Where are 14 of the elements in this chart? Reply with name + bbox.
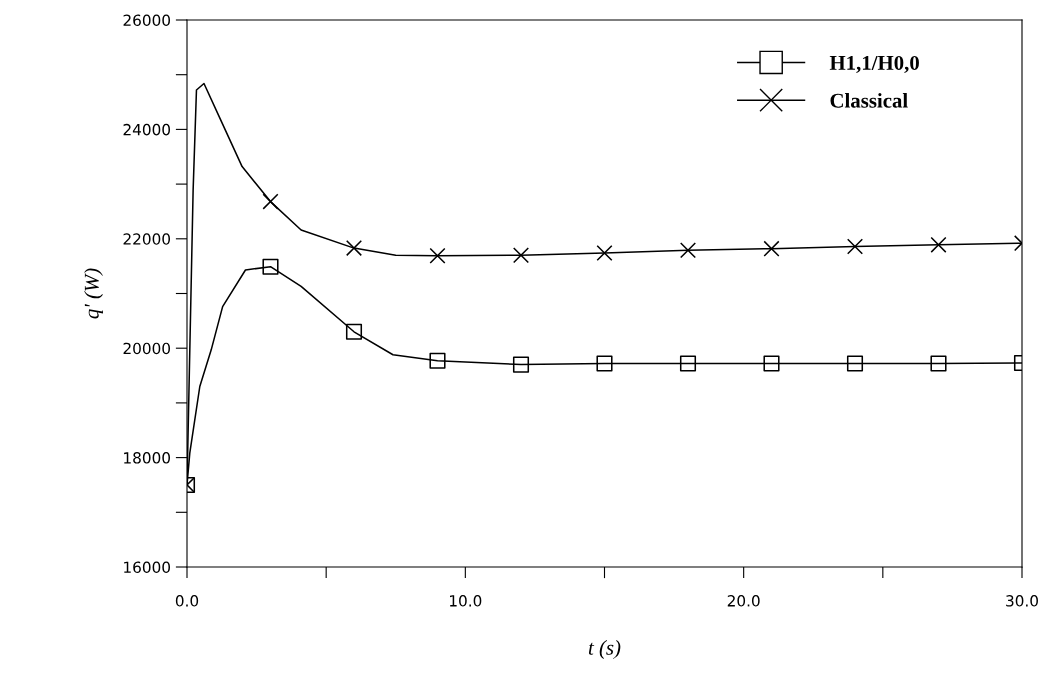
y-tick-label: 18000: [124, 452, 171, 464]
x-axis-title: t (s): [588, 640, 621, 660]
x-tick-label: 20.0: [727, 595, 760, 607]
y-tick-label: 16000: [124, 561, 171, 574]
y-tick-label: 26000: [123, 14, 171, 27]
x-tick-label: 10.0: [450, 595, 482, 607]
legend-label: H1,1/H0,0: [829, 55, 919, 73]
x-tick-label: 30.0: [1006, 595, 1038, 607]
y-axis-title: q' (W): [84, 268, 103, 319]
y-tick-label: 20000: [123, 342, 171, 355]
y-tick-label: 24000: [123, 123, 171, 136]
x-tick-label: 0.0: [175, 595, 199, 607]
legend-label: Classical: [830, 93, 908, 108]
y-tick-label: 22000: [123, 233, 171, 245]
